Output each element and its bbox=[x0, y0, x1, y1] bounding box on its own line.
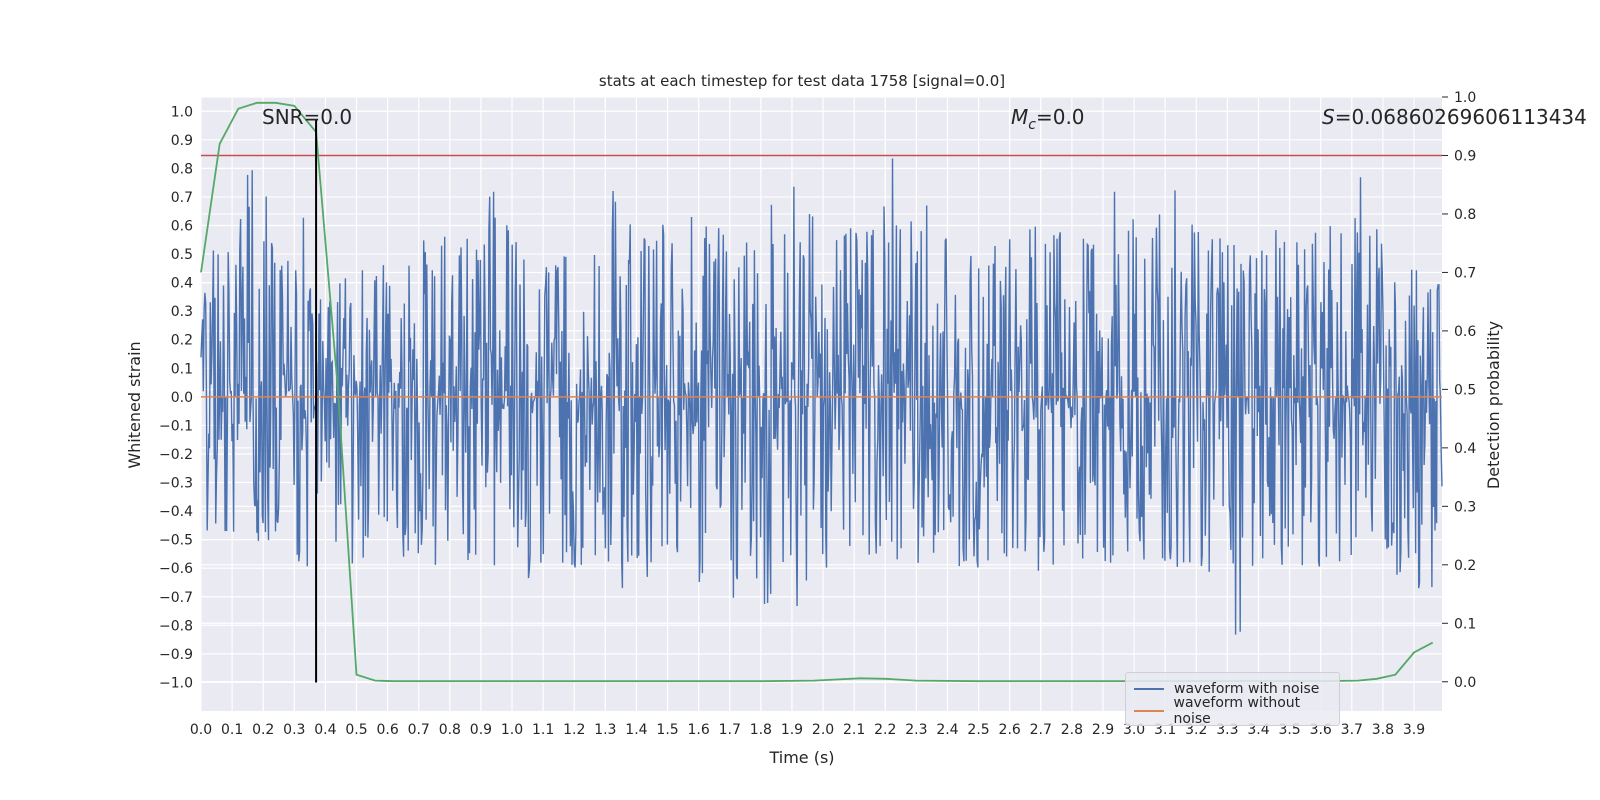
x-tick-label: 0.7 bbox=[408, 722, 430, 738]
x-tick-label: 0.0 bbox=[190, 722, 212, 738]
y-tick-label: −0.5 bbox=[159, 533, 193, 549]
x-tick-label: 2.9 bbox=[1092, 722, 1114, 738]
y-tick-label: 0.7 bbox=[171, 190, 193, 206]
x-tick-label: 3.8 bbox=[1372, 722, 1394, 738]
axes: 1.0 0.9 0.8 0.7 0.6 0.5 0.4 0.3 0.2 0.1 0.0 −0.1 −0.… bbox=[159, 90, 1476, 738]
y-tick-label: −0.8 bbox=[159, 618, 193, 634]
y-tick-label: −0.2 bbox=[159, 447, 193, 463]
y2-tick-label: 0.6 bbox=[1454, 324, 1476, 340]
y-tick-label: 0.3 bbox=[171, 304, 193, 320]
x-tick-label: 2.4 bbox=[936, 722, 958, 738]
y-tick-label: 0.2 bbox=[171, 333, 193, 349]
legend-label-clean: waveform without noise bbox=[1173, 695, 1301, 727]
x-tick-label: 1.4 bbox=[625, 722, 647, 738]
y2-tick-label: 0.2 bbox=[1454, 558, 1476, 574]
y2-tick-label: 0.3 bbox=[1454, 499, 1476, 515]
y2-tick-label: 0.5 bbox=[1454, 382, 1476, 398]
y-tick-label: −0.3 bbox=[159, 476, 193, 492]
x-tick-label: 1.0 bbox=[501, 722, 523, 738]
x-tick-label: 0.8 bbox=[439, 722, 461, 738]
x-tick-label: 2.5 bbox=[967, 722, 989, 738]
x-tick-label: 1.7 bbox=[719, 722, 741, 738]
y-tick-label: 0.5 bbox=[171, 247, 193, 263]
x-tick-label: 3.9 bbox=[1403, 722, 1425, 738]
mc-symbol: M bbox=[1011, 105, 1028, 129]
s-symbol: S bbox=[1322, 105, 1335, 129]
x-tick-label: 1.6 bbox=[688, 722, 710, 738]
legend-swatch-clean bbox=[1134, 710, 1164, 712]
y2-tick-label: 0.7 bbox=[1454, 265, 1476, 281]
legend-label-noisy: waveform with noise bbox=[1174, 681, 1320, 697]
y2-tick-label: 0.1 bbox=[1454, 616, 1476, 632]
y-tick-label: −0.1 bbox=[159, 418, 193, 434]
x-tick-label: 0.1 bbox=[221, 722, 243, 738]
x-tick-label: 2.6 bbox=[999, 722, 1021, 738]
x-tick-label: 0.2 bbox=[252, 722, 274, 738]
x-tick-label: 3.4 bbox=[1247, 722, 1269, 738]
x-tick-label: 0.6 bbox=[376, 722, 398, 738]
y-tick-label: −0.7 bbox=[159, 590, 193, 606]
x-tick-label: 0.3 bbox=[283, 722, 305, 738]
x-tick-label: 2.3 bbox=[905, 722, 927, 738]
y-tick-label: 0.4 bbox=[171, 276, 193, 292]
x-tick-label: 3.3 bbox=[1216, 722, 1238, 738]
s-value: =0.06860269606113434 bbox=[1335, 105, 1587, 129]
legend-item-noisy: waveform with noise bbox=[1134, 679, 1319, 699]
series-line-waveform-with-noise bbox=[200, 158, 1443, 635]
legend-item-clean: waveform without noise bbox=[1134, 695, 1339, 727]
y2-tick-label: 0.0 bbox=[1454, 675, 1476, 691]
snr-annotation: SNR=0.0 bbox=[262, 105, 352, 129]
x-tick-label: 0.4 bbox=[314, 722, 336, 738]
x-tick-label: 3.6 bbox=[1310, 722, 1332, 738]
y2-tick-label: 0.8 bbox=[1454, 207, 1476, 223]
y-tick-label: 0.6 bbox=[171, 219, 193, 235]
y2-tick-label: 1.0 bbox=[1454, 90, 1476, 106]
y-tick-label: 0.9 bbox=[171, 133, 193, 149]
x-tick-label: 3.1 bbox=[1154, 722, 1176, 738]
y-axis-label: Whitened strain bbox=[125, 341, 144, 468]
y2-tick-label: 0.4 bbox=[1454, 441, 1476, 457]
legend: waveform with noise waveform without noi… bbox=[1125, 672, 1340, 727]
x-tick-label: 2.1 bbox=[843, 722, 865, 738]
x-tick-label: 1.8 bbox=[750, 722, 772, 738]
x-tick-label: 3.5 bbox=[1278, 722, 1300, 738]
chart-title: stats at each timestep for test data 175… bbox=[599, 72, 1005, 90]
x-tick-label: 1.2 bbox=[563, 722, 585, 738]
x-tick-label: 2.8 bbox=[1061, 722, 1083, 738]
s-annotation: S=0.06860269606113434 bbox=[1322, 105, 1587, 129]
y-tick-label: 0.8 bbox=[171, 161, 193, 177]
x-tick-label: 1.5 bbox=[656, 722, 678, 738]
legend-swatch-noisy bbox=[1134, 688, 1164, 690]
x-axis-label: Time (s) bbox=[768, 748, 834, 767]
y-tick-label: −1.0 bbox=[159, 675, 193, 691]
y-tick-label: −0.6 bbox=[159, 561, 193, 577]
x-tick-label: 2.7 bbox=[1030, 722, 1052, 738]
mc-subscript: c bbox=[1028, 117, 1036, 133]
x-tick-label: 2.2 bbox=[874, 722, 896, 738]
x-tick-label: 0.5 bbox=[345, 722, 367, 738]
y-tick-label: 0.0 bbox=[171, 390, 193, 406]
y-tick-label: 0.1 bbox=[171, 361, 193, 377]
x-tick-label: 1.9 bbox=[781, 722, 803, 738]
x-tick-label: 1.1 bbox=[532, 722, 554, 738]
x-tick-label: 1.3 bbox=[594, 722, 616, 738]
y2-axis-label: Detection probability bbox=[1484, 321, 1503, 489]
y2-tick-label: 0.9 bbox=[1454, 148, 1476, 164]
x-tick-label: 3.2 bbox=[1185, 722, 1207, 738]
mc-annotation: Mc=0.0 bbox=[1011, 105, 1085, 133]
x-tick-label: 2.0 bbox=[812, 722, 834, 738]
x-tick-label: 3.7 bbox=[1341, 722, 1363, 738]
x-tick-label: 3.0 bbox=[1123, 722, 1145, 738]
x-tick-label: 0.9 bbox=[470, 722, 492, 738]
plot-area bbox=[200, 96, 1443, 711]
mc-value: =0.0 bbox=[1036, 105, 1085, 129]
y-tick-label: −0.9 bbox=[159, 647, 193, 663]
y-tick-label: −0.4 bbox=[159, 504, 193, 520]
y-tick-label: 1.0 bbox=[171, 104, 193, 120]
